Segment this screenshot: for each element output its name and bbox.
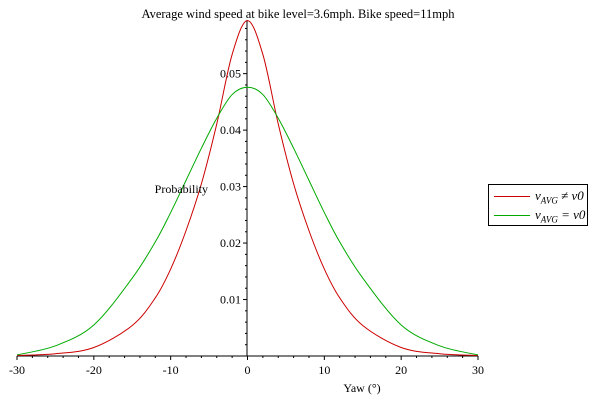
x-tick-label: -30	[9, 363, 25, 377]
legend-item-1: vAVG ≠ v0	[489, 187, 587, 206]
x-tick-label: -20	[86, 363, 102, 377]
x-tick-label: 30	[472, 363, 484, 377]
legend-item-2: vAVG = v0	[489, 206, 587, 225]
tick-labels: -30 -20 -10 0 10 20 30 0.01 0.02 0.03 0.04 0.05	[9, 67, 484, 377]
y-axis-label: Probability	[155, 182, 208, 196]
series-line-2	[16, 86, 479, 356]
x-tick-label: 0	[245, 363, 251, 377]
x-tick-label: -10	[163, 363, 179, 377]
x-axis-label: Yaw (°)	[343, 381, 380, 395]
y-tick-label: 0.04	[220, 123, 241, 137]
series-line-1	[16, 20, 479, 356]
y-tick-label: 0.05	[220, 67, 241, 81]
y-tick-label: 0.01	[220, 293, 241, 307]
legend: vAVG ≠ v0 vAVG = v0	[488, 184, 588, 226]
y-tick-label: 0.03	[220, 180, 241, 194]
legend-label-1: vAVG ≠ v0	[535, 188, 584, 206]
chart-title: Average wind speed at bike level=3.6mph.…	[142, 7, 456, 21]
series-lines	[16, 20, 479, 356]
x-tick-label: 20	[395, 363, 407, 377]
y-tick-label: 0.02	[220, 236, 241, 250]
x-tick-label: 10	[318, 363, 330, 377]
legend-label-2: vAVG = v0	[535, 207, 586, 225]
legend-swatch-1	[494, 196, 530, 197]
legend-swatch-2	[494, 215, 530, 216]
axes	[16, 20, 479, 360]
